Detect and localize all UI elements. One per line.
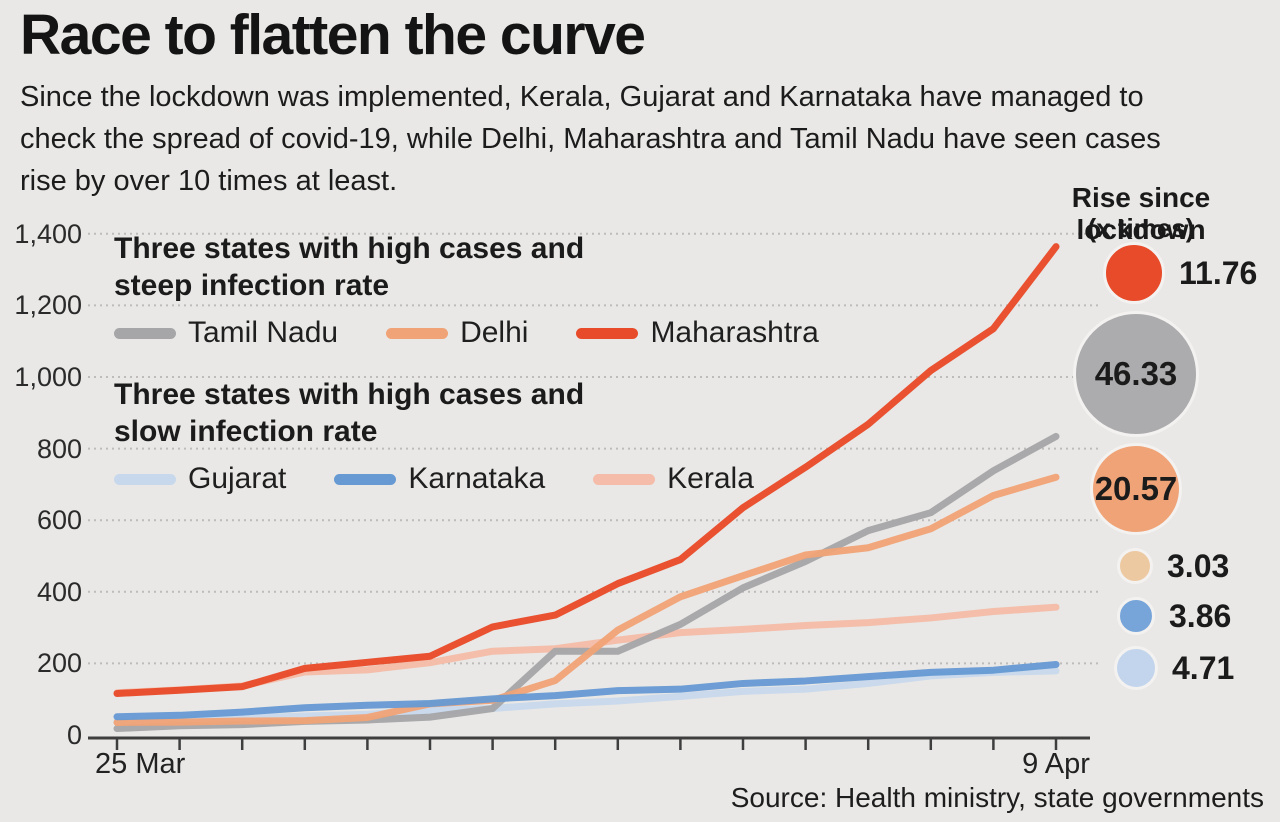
y-tick-1,000: 1,000 [14, 362, 82, 392]
karnataka-swatch [334, 473, 397, 485]
tamil-nadu-swatch [114, 327, 176, 339]
kerala-swatch [593, 473, 656, 485]
y-tick-1,200: 1,200 [14, 290, 82, 321]
rise-bubble-gujarat [1114, 646, 1158, 690]
y-tick-600: 600 [36, 505, 82, 536]
source-credit: Source: Health ministry, state governmen… [730, 782, 1264, 813]
tamil-nadu-label: Tamil Nadu [188, 316, 339, 349]
maharashtra-label: Maharashtra [650, 316, 819, 349]
subtitle: Since the lockdown was implemented, Kera… [20, 81, 1161, 197]
rise-value-maharashtra: 11.76 [1179, 255, 1258, 291]
legend-group-steep-title-line2: steep infection rate [114, 269, 390, 302]
page-title: Race to flatten the curve [20, 3, 646, 67]
rise-bubble-delhi: 20.57 [1090, 443, 1182, 535]
kerala-label: Kerala [667, 462, 754, 495]
legend-row-steep: Tamil Nadu Delhi Maharashtra [114, 316, 867, 350]
y-tick-800: 800 [36, 433, 82, 464]
rise-bubble-tamil-nadu: 46.33 [1073, 311, 1199, 437]
legend-group-slow: Three states with high cases and slow in… [114, 376, 802, 496]
rise-bubble-karnataka [1117, 597, 1155, 635]
legend-group-slow-title-line2: slow infection rate [114, 415, 378, 448]
legend-row-slow: Gujarat Karnataka Kerala [114, 462, 802, 496]
delhi-label: Delhi [460, 316, 529, 349]
rise-value-delhi: 20.57 [1094, 470, 1178, 507]
rise-value-karnataka: 3.86 [1169, 598, 1232, 634]
legend-group-steep: Three states with high cases and steep i… [114, 230, 867, 350]
gujarat-swatch [114, 473, 176, 485]
delhi-swatch [386, 327, 449, 339]
line-karnataka [113, 660, 1060, 721]
y-tick-400: 400 [36, 576, 82, 607]
legend-group-slow-title-line1: Three states with high cases and [114, 378, 585, 411]
rise-value-gujarat: 4.71 [1172, 650, 1235, 686]
x-label-9-Apr: 9 Apr [1022, 748, 1090, 780]
karnataka-label: Karnataka [408, 462, 546, 495]
bubble-legend-title: Rise since lockdown [1071, 182, 1211, 245]
x-label-25-Mar: 25 Mar [95, 748, 186, 780]
line-chart [88, 232, 1100, 750]
legend-group-steep-title-line1: Three states with high cases and [114, 232, 585, 265]
line-delhi [113, 473, 1060, 726]
gujarat-label: Gujarat [188, 462, 287, 495]
rise-value-kerala: 3.03 [1167, 548, 1230, 584]
bubble-legend-subtitle: (x times) [1087, 213, 1195, 243]
y-tick-200: 200 [36, 648, 82, 679]
maharashtra-swatch [576, 327, 639, 339]
line-maharashtra [113, 243, 1060, 697]
line-gujarat [113, 667, 1060, 725]
rise-value-tamil-nadu: 46.33 [1094, 355, 1178, 392]
rise-bubble-kerala [1117, 548, 1153, 584]
y-tick-1,400: 1,400 [14, 218, 82, 249]
y-tick-0: 0 [66, 720, 82, 750]
rise-bubble-maharashtra [1103, 242, 1165, 304]
